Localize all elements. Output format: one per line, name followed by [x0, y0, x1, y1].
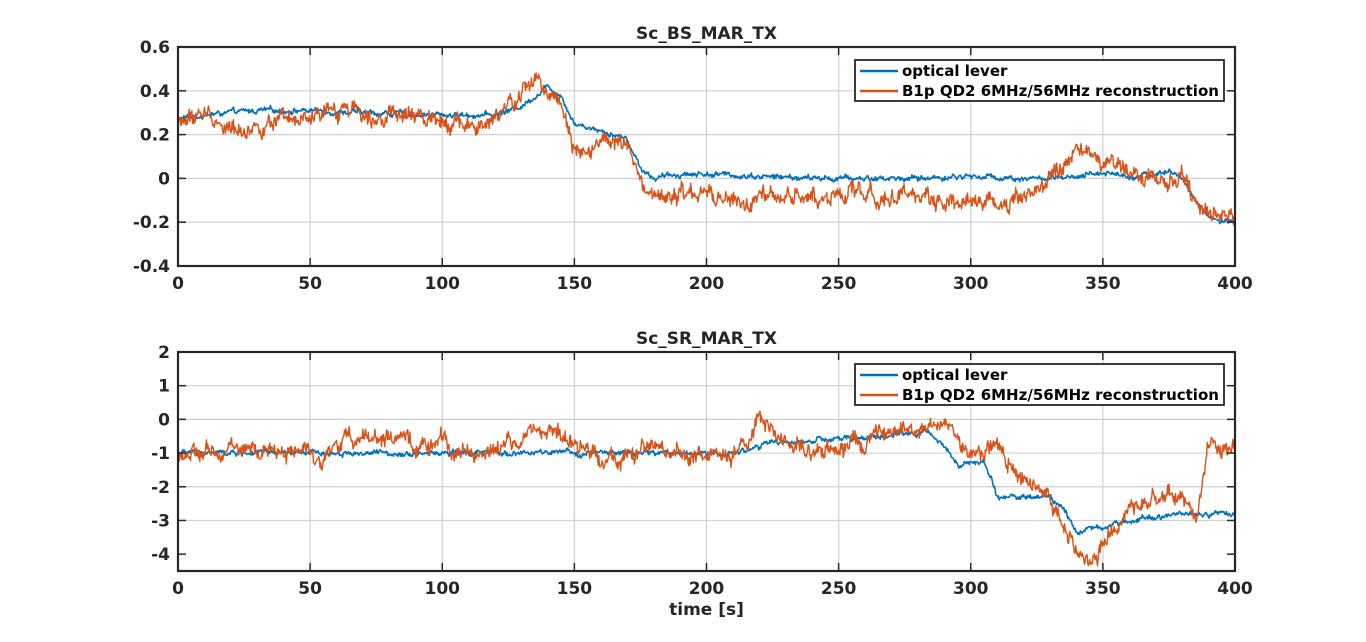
legend-entry: optical lever: [902, 62, 1008, 80]
y-tick-label: 0.2: [140, 126, 170, 146]
series-line-reconstruction: [177, 410, 1236, 567]
x-tick-label: 250: [821, 579, 857, 599]
y-tick-label: 0: [158, 410, 170, 430]
y-tick-label: -3: [151, 511, 170, 531]
legend: optical lever B1p QD2 6MHz/56MHz reconstr…: [854, 363, 1225, 406]
legend-box: [854, 59, 1225, 102]
x-tick-label: 300: [953, 274, 989, 294]
x-tick-label: 300: [953, 579, 989, 599]
series-line-optical-lever: [177, 428, 1236, 536]
x-tick-label: 50: [298, 579, 322, 599]
series-line-reconstruction: [177, 72, 1236, 225]
x-tick-label: 400: [1217, 274, 1253, 294]
x-tick-label: 350: [1085, 579, 1121, 599]
y-tick-label: -0.2: [133, 213, 170, 233]
y-tick-label: -0.4: [133, 257, 170, 277]
chart-title: Sc_BS_MAR_TX: [636, 24, 777, 44]
x-tick-label: 0: [172, 274, 184, 294]
legend-entry: B1p QD2 6MHz/56MHz reconstruction: [902, 386, 1219, 404]
y-tick-label: 0: [158, 169, 170, 189]
y-tick-label: 0.4: [140, 82, 170, 102]
legend-box: [854, 363, 1225, 406]
x-tick-label: 150: [557, 579, 593, 599]
legend: optical lever B1p QD2 6MHz/56MHz reconstr…: [854, 59, 1225, 102]
x-tick-label: 400: [1217, 579, 1253, 599]
x-tick-label: 350: [1085, 274, 1121, 294]
y-tick-label: -2: [151, 478, 170, 498]
x-tick-label: 250: [821, 274, 857, 294]
x-tick-label: 0: [172, 579, 184, 599]
y-tick-label: 2: [158, 343, 170, 363]
legend-entry: optical lever: [902, 366, 1008, 384]
x-tick-label: 50: [298, 274, 322, 294]
legend-entry: B1p QD2 6MHz/56MHz reconstruction: [902, 82, 1219, 100]
x-axis-label: time [s]: [669, 600, 744, 620]
y-tick-label: -1: [151, 444, 170, 464]
chart-panel-1: 0 50 100 150 200 250 300 350 400 -0.4 -0.2 0 0.2 0.4 0…: [133, 24, 1253, 294]
y-tick-label: 1: [158, 377, 170, 397]
y-tick-label: -4: [151, 545, 170, 565]
y-tick-label: 0.6: [140, 38, 170, 58]
chart-panels: 0 50 100 150 200 250 300 350 400-0.4-0.200.20.40…: [133, 24, 1253, 620]
x-tick-label: 200: [689, 579, 725, 599]
x-tick-label: 150: [557, 274, 593, 294]
x-tick-label: 100: [425, 274, 461, 294]
x-tick-label: 100: [425, 579, 461, 599]
x-tick-label: 200: [689, 274, 725, 294]
chart-title: Sc_SR_MAR_TX: [636, 329, 777, 349]
chart-panel-2: 0 50 100 150 200 250 300 350 400 -4 -3 -2 -1 0 1 2 Sc_SR…: [151, 329, 1253, 620]
